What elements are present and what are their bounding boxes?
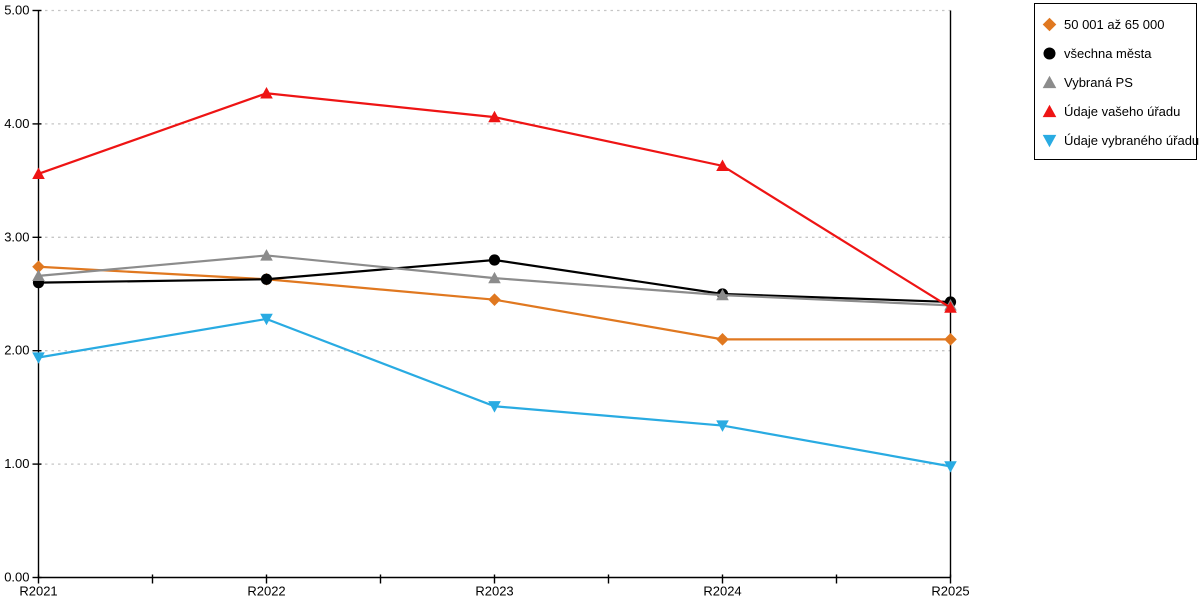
data-point (488, 254, 501, 266)
y-tick-label: 2.00 (4, 343, 29, 358)
data-point (944, 301, 957, 313)
legend-item-label: Údaje vašeho úřadu (1064, 104, 1181, 119)
x-tick-label: R2024 (703, 584, 741, 599)
data-point (260, 249, 273, 261)
x-tick-label: R2021 (19, 584, 57, 599)
y-tick-label: 5.00 (4, 3, 29, 18)
legend-item-label: Vybraná PS (1064, 75, 1133, 90)
y-tick-label: 4.00 (4, 116, 29, 131)
circle-icon (1043, 47, 1056, 60)
data-point (716, 333, 729, 346)
data-point (488, 293, 501, 306)
legend-item: všechna města (1042, 39, 1192, 68)
triangle-up-icon (1042, 75, 1057, 89)
legend-item: Údaje vybraného úřadu (1042, 126, 1199, 155)
data-point (32, 269, 45, 282)
legend-item-label: všechna města (1064, 46, 1152, 61)
legend-item: Údaje vašeho úřadu (1042, 97, 1192, 126)
diamond-icon (1042, 17, 1057, 32)
data-point (260, 313, 273, 326)
legend: 50 001 až 65 000 všechna města Vybraná PS Ú… (1034, 3, 1199, 160)
legend-item-label: 50 001 až 65 000 (1064, 17, 1165, 32)
y-tick-label: 1.00 (4, 456, 29, 471)
x-tick-label: R2025 (931, 584, 969, 599)
legend-item: 50 001 až 65 000 (1042, 10, 1192, 39)
data-point (260, 273, 273, 285)
data-point (32, 352, 45, 364)
data-point (716, 159, 729, 172)
data-point (488, 110, 501, 123)
series-line-4 (38, 317, 951, 468)
data-point (488, 401, 501, 413)
y-tick-label: 0.00 (4, 570, 29, 585)
data-point (716, 288, 729, 301)
legend-item: Vybraná PS (1042, 68, 1192, 97)
data-point (260, 86, 273, 99)
triangle-down-icon (1042, 134, 1057, 148)
data-point (716, 420, 729, 432)
data-point (32, 167, 45, 179)
data-point (944, 461, 957, 473)
data-point (32, 260, 45, 274)
data-point (944, 333, 957, 346)
data-point (488, 271, 501, 284)
legend-item-label: Údaje vybraného úřadu (1064, 133, 1200, 148)
x-tick-label: R2022 (247, 584, 285, 599)
y-tick-label: 3.00 (4, 229, 29, 244)
triangle-up-icon (1042, 104, 1057, 118)
x-tick-label: R2023 (475, 584, 513, 599)
